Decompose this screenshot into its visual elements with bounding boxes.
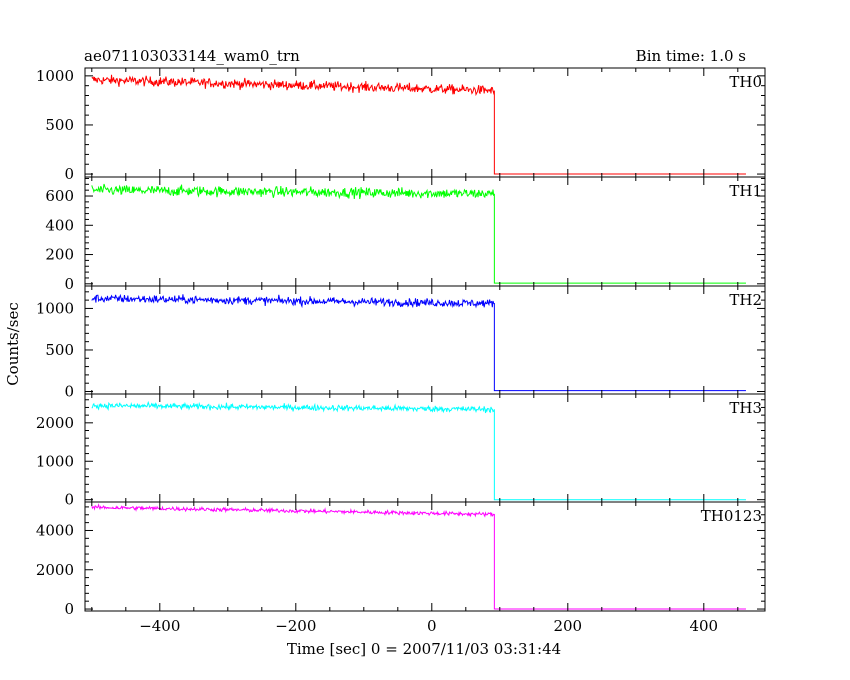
panel-th3: 0 1000 2000 TH3 — [36, 393, 766, 509]
y-tick-label: 0 — [64, 165, 74, 183]
x-tick-label: −200 — [275, 617, 316, 635]
y-tick-label: 1000 — [36, 452, 74, 470]
x-tick-label: 400 — [689, 617, 718, 635]
panel-name-label: TH0123 — [701, 507, 762, 525]
y-tick-label: 4000 — [36, 521, 74, 539]
panel-th1: 0 200 400 600 TH1 — [45, 176, 766, 293]
y-tick-label: 200 — [45, 246, 74, 264]
panel-th0: 0 500 1000 TH0 — [36, 67, 766, 183]
y-tick-label: 500 — [45, 341, 74, 359]
y-tick-label: 400 — [45, 216, 74, 234]
y-tick-label: 2000 — [36, 414, 74, 432]
y-axis-label: Counts/sec — [4, 302, 22, 386]
series-line-th3 — [91, 400, 746, 501]
y-tick-label: 0 — [64, 600, 74, 618]
y-tick-label: 0 — [64, 275, 74, 293]
y-tick-label: 1000 — [36, 67, 74, 85]
panel-frame — [84, 501, 766, 612]
x-axis-label: Time [sec] 0 = 2007/11/03 03:31:44 — [287, 640, 561, 658]
x-tick-labels: −400 −200 0 200 400 — [139, 617, 718, 635]
x-tick-label: 200 — [553, 617, 582, 635]
y-tick-label: 0 — [64, 383, 74, 401]
y-tick-label: 2000 — [36, 561, 74, 579]
panel-th2: 0 500 1000 TH2 — [36, 285, 766, 401]
x-tick-label: 0 — [427, 617, 437, 635]
x-tick-label: −400 — [139, 617, 180, 635]
panel-name-label: TH0 — [729, 73, 762, 91]
y-tick-label: 0 — [64, 491, 74, 509]
series-line-th0123 — [91, 503, 746, 610]
y-tick-label: 500 — [45, 116, 74, 134]
panel-frame — [84, 393, 766, 503]
chart-title: ae071103033144_wam0_trn — [84, 47, 300, 65]
panel-th0123: 0 2000 4000 TH0123 — [36, 501, 766, 618]
y-tick-label: 1000 — [36, 299, 74, 317]
y-tick-label: 600 — [45, 187, 74, 205]
panel-name-label: TH3 — [729, 399, 762, 417]
panel-name-label: TH2 — [729, 291, 762, 309]
panels-group: 0 500 1000 TH0 0 200 400 600 TH1 0 500 1000 TH2 0 1000… — [36, 67, 766, 618]
series-line-th0 — [91, 74, 746, 175]
panel-name-label: TH1 — [729, 182, 762, 200]
bin-time-label: Bin time: 1.0 s — [636, 47, 746, 65]
series-line-th1 — [91, 183, 746, 284]
series-line-th2 — [91, 293, 746, 392]
